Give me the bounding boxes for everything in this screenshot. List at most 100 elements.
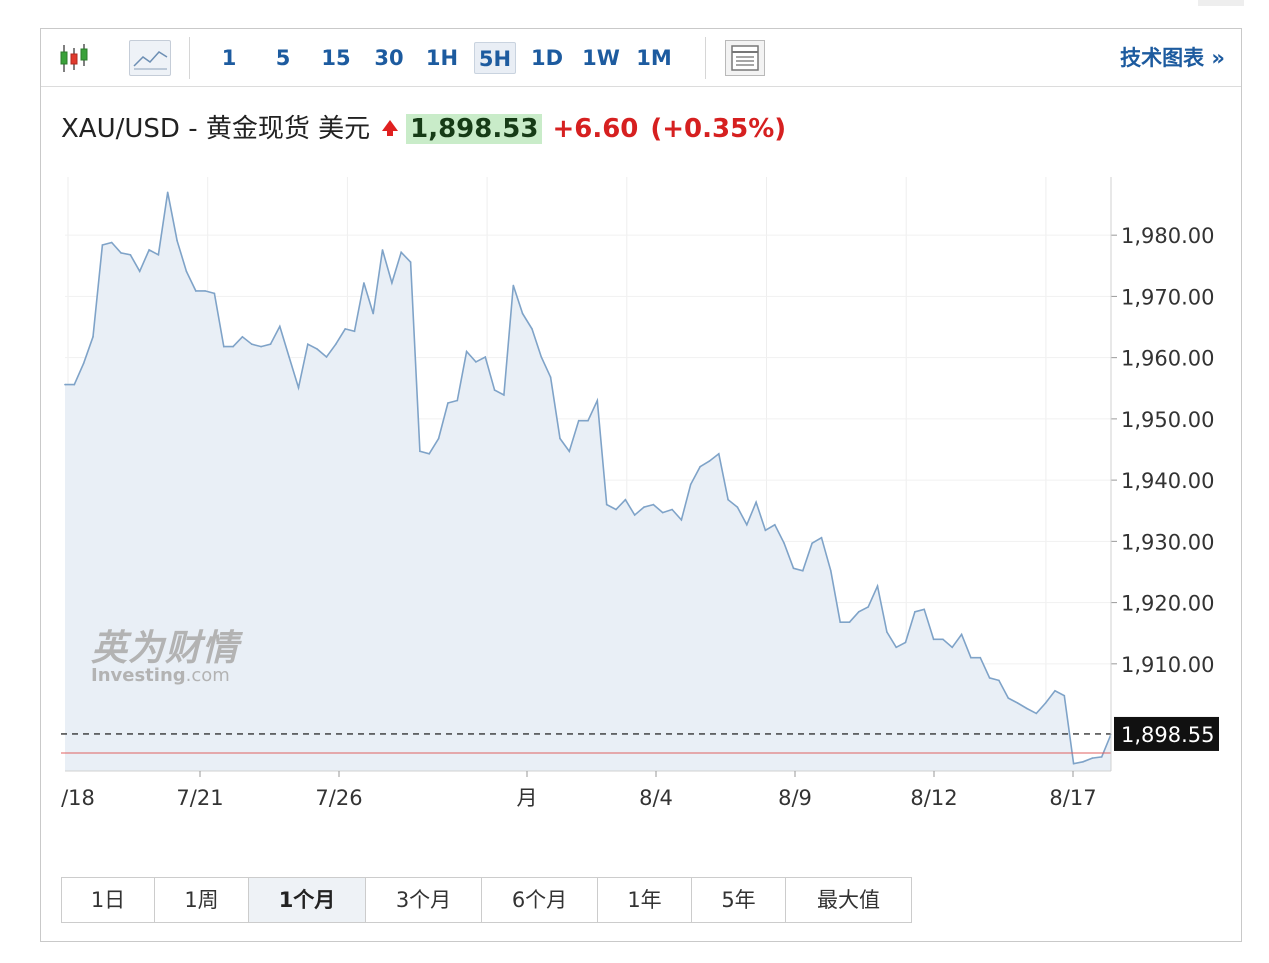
- data-point: [484, 356, 487, 358]
- data-point: [661, 511, 664, 514]
- watermark-en-main: Investing: [91, 665, 186, 686]
- range-1m[interactable]: 1个月: [249, 878, 366, 922]
- data-point: [755, 501, 757, 504]
- data-point: [858, 611, 860, 613]
- data-point: [316, 348, 319, 350]
- data-point: [409, 261, 412, 263]
- interval-5h[interactable]: 5H: [474, 42, 516, 74]
- data-point: [157, 254, 160, 256]
- data-point: [1072, 762, 1075, 765]
- data-point: [970, 656, 972, 659]
- data-point: [942, 638, 944, 641]
- range-max[interactable]: 最大值: [817, 888, 880, 912]
- data-point: [746, 524, 748, 526]
- data-point: [138, 270, 141, 273]
- interval-1[interactable]: 1: [221, 46, 237, 70]
- data-point: [820, 536, 823, 539]
- data-point: [1091, 757, 1094, 759]
- data-point: [493, 389, 496, 391]
- data-point: [297, 386, 300, 389]
- data-point: [223, 345, 225, 348]
- range-5y[interactable]: 5年: [692, 878, 786, 922]
- data-point: [633, 514, 636, 516]
- interval-1h[interactable]: 1H: [425, 46, 459, 70]
- time-range-selector: 1日 1周 1个月 3个月 6个月 1年 5年 最大值: [61, 877, 912, 923]
- data-point: [1100, 756, 1103, 758]
- data-point: [568, 450, 571, 453]
- range-1y[interactable]: 1年: [598, 878, 692, 922]
- data-point: [521, 312, 524, 315]
- range-3m[interactable]: 3个月: [366, 878, 482, 922]
- data-point: [400, 251, 403, 254]
- data-point: [652, 503, 655, 506]
- data-point: [624, 498, 627, 501]
- data-point: [839, 621, 841, 623]
- data-point: [372, 312, 375, 315]
- range-1w[interactable]: 1周: [155, 878, 249, 922]
- interval-15[interactable]: 15: [321, 46, 351, 70]
- interval-1m[interactable]: 1M: [636, 46, 672, 70]
- line-chart-icon[interactable]: [129, 40, 171, 76]
- data-point: [699, 465, 701, 468]
- data-point: [708, 460, 711, 462]
- data-point: [923, 608, 925, 611]
- range-1d[interactable]: 1日: [62, 878, 155, 922]
- data-point: [914, 611, 916, 613]
- data-point: [876, 585, 879, 587]
- price-change: +6.60: [552, 114, 639, 144]
- data-point: [736, 506, 739, 508]
- data-point: [1044, 702, 1047, 704]
- data-point: [166, 191, 169, 194]
- chart-widget: 1 5 15 30 1H 5H 1D 1W 1M 技术图表 » XAU/USD …: [40, 28, 1242, 942]
- y-tick-label: 1,940.00: [1121, 469, 1215, 493]
- quote-header: XAU/USD - 黄金现货 美元 1,898.53 +6.60 (+0.35%): [61, 111, 786, 147]
- x-tick-label: 8/12: [910, 786, 957, 810]
- data-point: [540, 356, 543, 358]
- y-tick-label: 1,960.00: [1121, 347, 1215, 371]
- data-point: [549, 376, 552, 378]
- interval-1d[interactable]: 1D: [530, 46, 564, 70]
- interval-1w[interactable]: 1W: [582, 46, 620, 70]
- data-point: [605, 503, 608, 506]
- data-point: [680, 519, 683, 521]
- toolbar-divider: [189, 37, 190, 79]
- data-point: [1016, 702, 1019, 704]
- data-point: [895, 646, 897, 649]
- y-tick-label: 1,950.00: [1121, 408, 1215, 432]
- data-point: [129, 254, 132, 256]
- data-point: [269, 343, 272, 345]
- data-point: [689, 483, 692, 486]
- data-point: [475, 361, 477, 363]
- data-table-icon[interactable]: [725, 40, 765, 76]
- data-point: [447, 402, 449, 404]
- watermark-en: Investing.com: [91, 665, 239, 686]
- range-6m[interactable]: 6个月: [482, 878, 598, 922]
- data-point: [232, 345, 234, 348]
- data-point: [615, 508, 617, 511]
- data-point: [512, 284, 515, 287]
- instrument-title: XAU/USD - 黄金现货 美元: [61, 114, 371, 144]
- last-price-label: 1,898.55: [1114, 716, 1219, 751]
- interval-5[interactable]: 5: [275, 46, 291, 70]
- data-point: [830, 570, 832, 572]
- data-point: [998, 679, 1000, 682]
- data-point: [120, 252, 122, 254]
- data-point: [718, 453, 720, 455]
- interval-30[interactable]: 30: [374, 46, 404, 70]
- data-point: [148, 249, 150, 251]
- y-tick-label: 1,980.00: [1121, 224, 1215, 248]
- candlestick-chart-icon[interactable]: [56, 40, 96, 76]
- data-point: [251, 343, 253, 345]
- page-corner-tab: [1198, 0, 1244, 6]
- y-tick-label: 1,970.00: [1121, 285, 1215, 309]
- price-chart[interactable]: 1,980.00 1,970.00 1,960.00 1,950.00 1,940.00…: [41, 169, 1241, 849]
- data-point: [979, 656, 982, 659]
- data-point: [1007, 697, 1010, 699]
- data-point: [260, 345, 262, 348]
- data-point: [988, 677, 991, 679]
- data-point: [307, 343, 309, 345]
- technical-chart-link[interactable]: 技术图表 »: [1120, 46, 1225, 70]
- data-point: [110, 241, 113, 244]
- data-point: [764, 529, 767, 532]
- data-point: [363, 282, 365, 284]
